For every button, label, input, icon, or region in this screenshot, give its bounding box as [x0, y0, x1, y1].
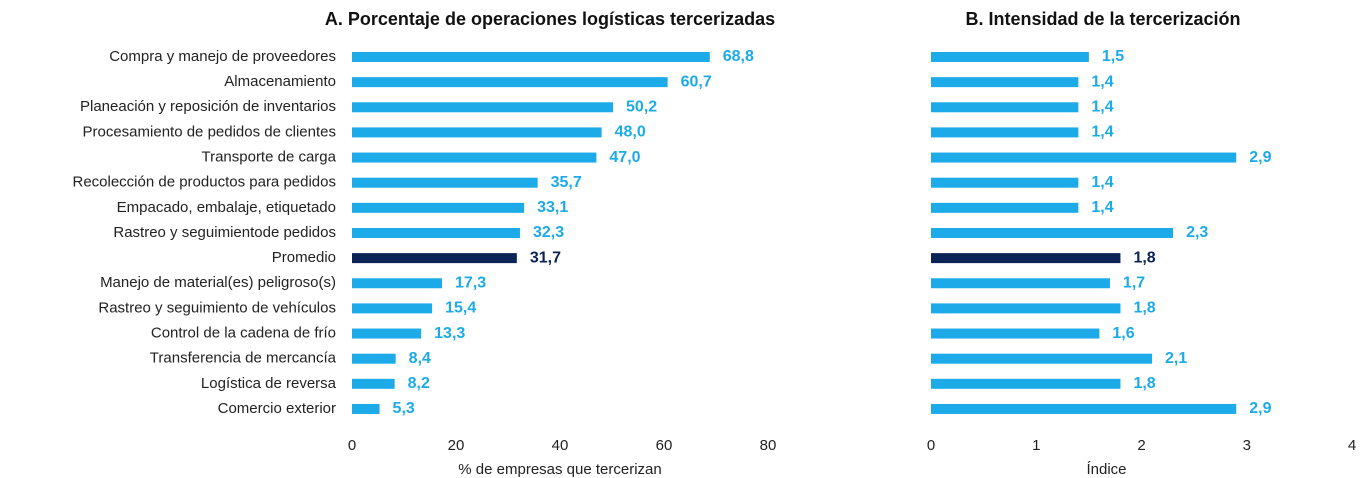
value-label: 1,6	[1112, 325, 1134, 342]
category-label: Rastreo y seguimientode pedidos	[113, 224, 336, 241]
category-label: Empacado, embalaje, etiquetado	[117, 199, 336, 216]
value-label: 1,4	[1091, 174, 1113, 191]
bar	[352, 152, 597, 163]
value-label: 33,1	[537, 199, 568, 216]
value-label: 1,8	[1133, 249, 1155, 266]
category-label: Almacenamiento	[224, 73, 336, 90]
bar	[352, 202, 525, 213]
value-label: 1,4	[1091, 124, 1113, 141]
category-label: Manejo de material(es) peligroso(s)	[100, 274, 336, 291]
category-label: Compra y manejo de proveedores	[109, 48, 336, 65]
value-label: 2,1	[1165, 350, 1187, 367]
bar	[931, 202, 1079, 213]
bar	[931, 152, 1237, 163]
bar	[352, 52, 710, 62]
bar	[931, 177, 1079, 188]
category-label: Promedio	[272, 249, 336, 266]
value-label: 1,4	[1091, 98, 1113, 115]
value-label: 31,7	[530, 249, 561, 266]
bar	[931, 52, 1089, 62]
bar	[931, 353, 1153, 364]
x-tick-label: 80	[760, 437, 777, 454]
value-label: 48,0	[615, 124, 646, 141]
value-label: 35,7	[551, 174, 582, 191]
value-label: 13,3	[434, 325, 465, 342]
bar	[931, 253, 1121, 264]
category-label: Comercio exterior	[218, 400, 336, 417]
bar	[352, 353, 396, 364]
bar	[352, 253, 517, 264]
x-tick-label: 20	[448, 437, 465, 454]
category-label: Procesamiento de pedidos de clientes	[83, 123, 337, 140]
bar	[352, 328, 422, 339]
bar	[352, 177, 538, 188]
bar	[931, 102, 1079, 113]
value-label: 5,3	[393, 400, 415, 417]
x-tick-label: 4	[1348, 437, 1356, 454]
value-label: 60,7	[681, 73, 712, 90]
x-tick-label: 3	[1243, 437, 1251, 454]
x-tick-label: 0	[348, 437, 356, 454]
bar	[352, 127, 602, 138]
x-tick-label: 40	[552, 437, 569, 454]
category-label: Logística de reversa	[201, 375, 337, 392]
category-label: Transporte de carga	[201, 149, 336, 166]
value-label: 1,4	[1091, 73, 1113, 90]
value-label: 8,4	[409, 350, 431, 367]
value-label: 2,9	[1249, 149, 1271, 166]
bar	[931, 328, 1100, 339]
bar	[931, 378, 1121, 389]
value-label: 2,3	[1186, 224, 1208, 241]
value-label: 50,2	[626, 98, 657, 115]
x-tick-label: 1	[1032, 437, 1040, 454]
bar	[352, 303, 433, 314]
category-label: Transferencia de mercancía	[150, 350, 337, 367]
x-tick-label: 2	[1137, 437, 1145, 454]
value-label: 1,8	[1133, 300, 1155, 317]
bar	[931, 303, 1121, 314]
bar	[352, 227, 520, 238]
x-tick-label: 0	[927, 437, 935, 454]
bar	[352, 77, 668, 88]
value-label: 17,3	[455, 274, 486, 291]
bar	[352, 378, 395, 389]
bar	[931, 127, 1079, 138]
value-label: 1,7	[1123, 274, 1145, 291]
value-label: 68,8	[723, 48, 754, 65]
bar	[931, 227, 1174, 238]
x-axis-title: % de empresas que tercerizan	[458, 461, 661, 478]
x-axis-title: Índice	[1086, 461, 1126, 478]
value-label: 8,2	[408, 375, 430, 392]
bar	[352, 403, 380, 414]
bar	[352, 102, 614, 113]
value-label: 1,4	[1091, 199, 1113, 216]
value-label: 32,3	[533, 224, 564, 241]
chart-title: A. Porcentaje de operaciones logísticas …	[325, 9, 775, 29]
value-label: 47,0	[609, 149, 640, 166]
value-label: 1,5	[1102, 48, 1124, 65]
category-label: Planeación y reposición de inventarios	[80, 98, 336, 115]
category-label: Control de la cadena de frío	[151, 325, 336, 342]
chart-title: B. Intensidad de la tercerización	[965, 9, 1240, 29]
category-label: Recolección de productos para pedidos	[72, 174, 336, 191]
x-tick-label: 60	[656, 437, 673, 454]
value-label: 15,4	[445, 300, 476, 317]
value-label: 2,9	[1249, 400, 1271, 417]
bar	[931, 403, 1237, 414]
bar	[931, 77, 1079, 88]
bar	[352, 278, 442, 289]
category-label: Rastreo y seguimiento de vehículos	[98, 299, 336, 316]
value-label: 1,8	[1133, 375, 1155, 392]
bar	[931, 278, 1110, 289]
